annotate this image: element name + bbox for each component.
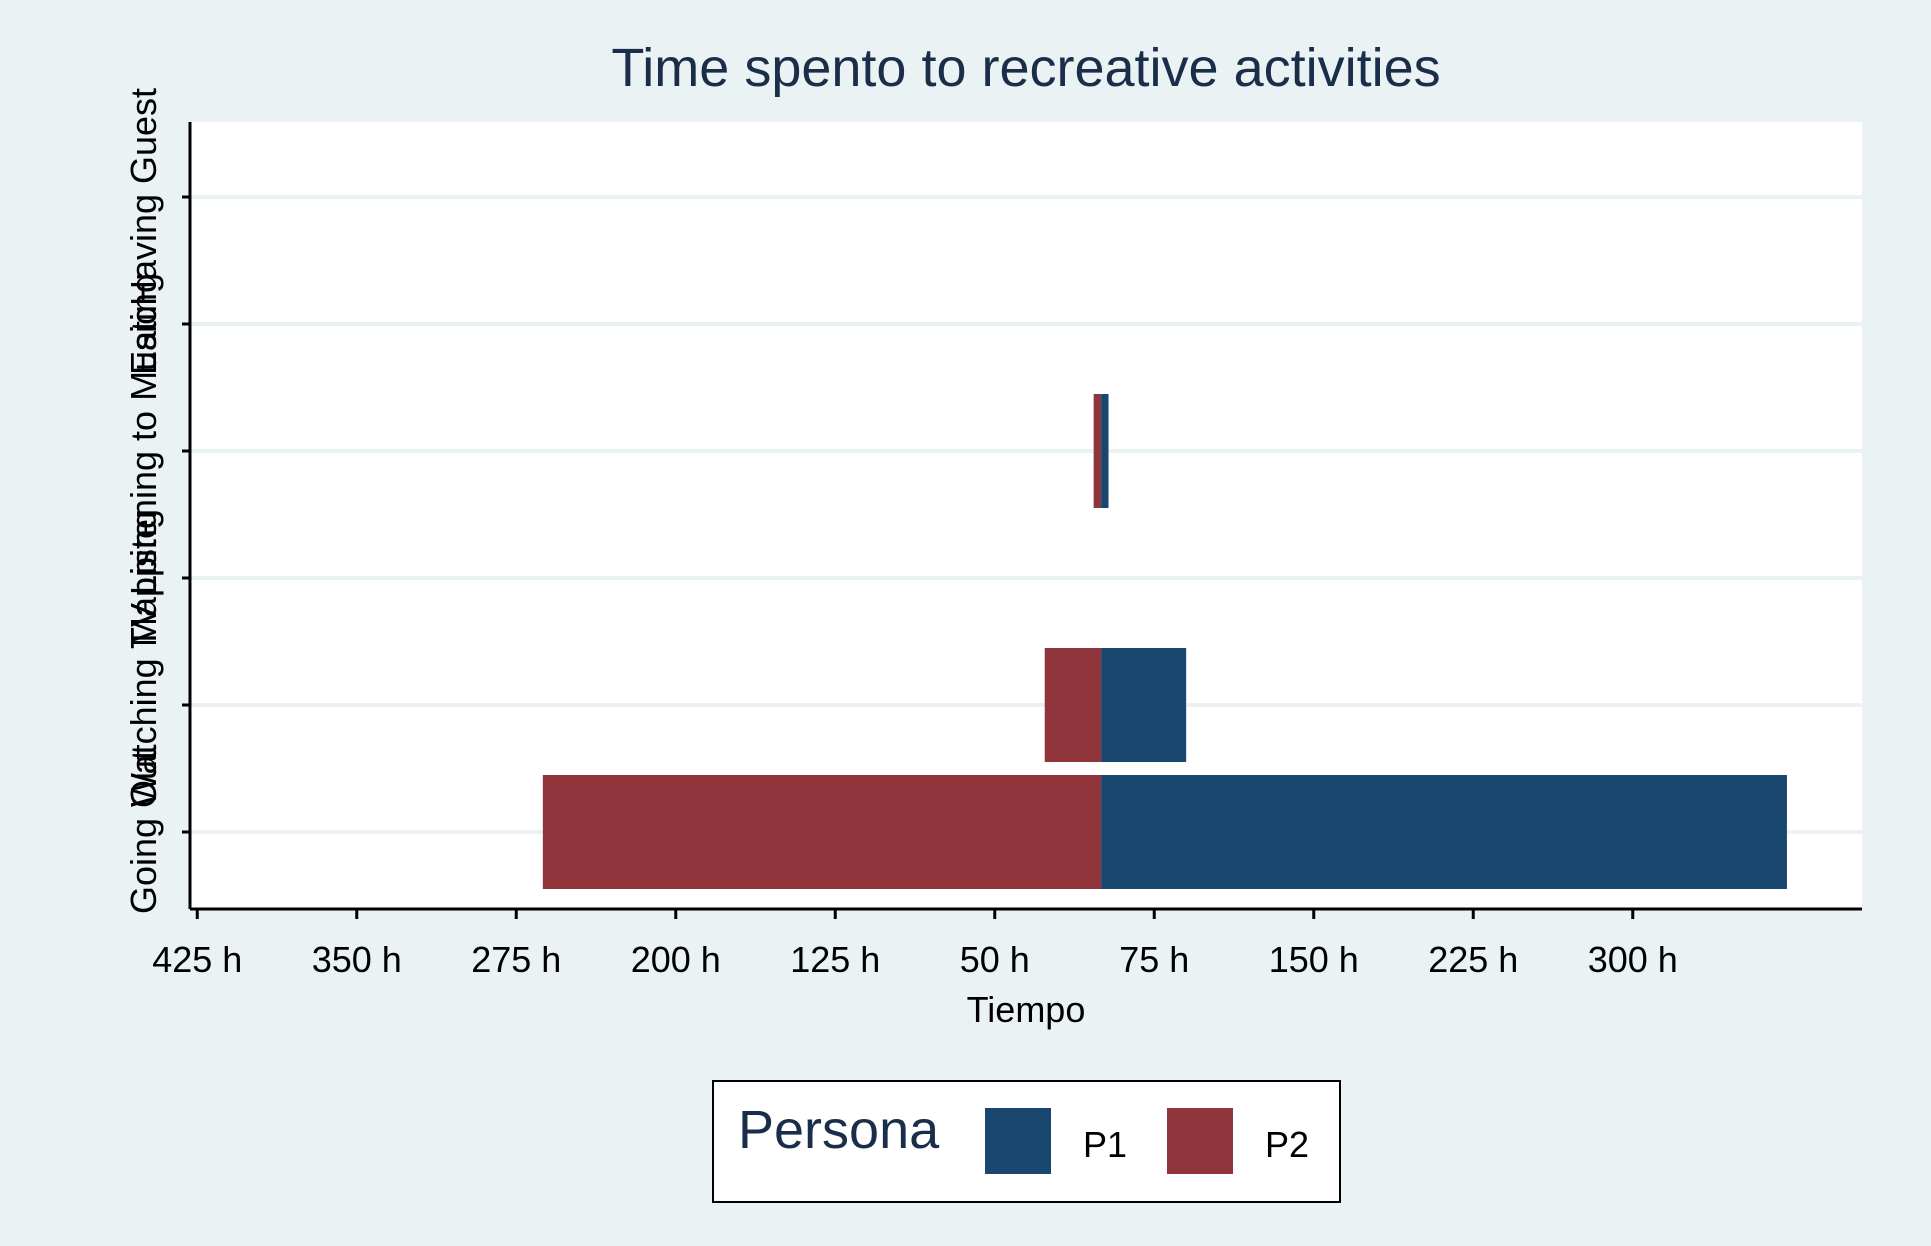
legend: Persona P1 P2 bbox=[712, 1080, 1341, 1203]
y-tick-label: Watching TV bbox=[123, 603, 164, 807]
bar-p2-1 bbox=[1044, 648, 1102, 762]
bar-p1-0 bbox=[1101, 775, 1787, 889]
y-tick-label: Eating bbox=[123, 273, 164, 375]
x-tick-label: 225 h bbox=[1428, 939, 1518, 980]
x-tick-label: 75 h bbox=[1119, 939, 1189, 980]
legend-swatch-p2 bbox=[1167, 1108, 1233, 1174]
bar-p1-3 bbox=[1101, 394, 1109, 508]
x-tick-label: 200 h bbox=[631, 939, 721, 980]
bar-p1-1 bbox=[1101, 648, 1187, 762]
legend-label-p2: P2 bbox=[1265, 1124, 1309, 1165]
y-tick-label: Having Guest bbox=[123, 88, 164, 306]
legend-title: Persona bbox=[738, 1100, 940, 1160]
y-tick-label: Going Out bbox=[123, 750, 164, 914]
chart-title: Time spento to recreative activities bbox=[611, 38, 1440, 98]
x-tick-label: 350 h bbox=[312, 939, 402, 980]
x-tick-label: 275 h bbox=[471, 939, 561, 980]
legend-swatch-p1 bbox=[985, 1108, 1051, 1174]
x-tick-label: 125 h bbox=[790, 939, 880, 980]
x-tick-label: 425 h bbox=[152, 939, 242, 980]
x-tick-label: 50 h bbox=[960, 939, 1030, 980]
y-tick-label: Mapping bbox=[123, 509, 164, 647]
x-tick-label: 300 h bbox=[1588, 939, 1678, 980]
y-tick-label: Listening to Music bbox=[123, 307, 164, 595]
bar-p2-3 bbox=[1093, 394, 1102, 508]
x-axis-title: Tiempo bbox=[967, 989, 1086, 1030]
bar-p2-0 bbox=[542, 775, 1102, 889]
legend-label-p1: P1 bbox=[1083, 1124, 1127, 1165]
x-tick-label: 150 h bbox=[1269, 939, 1359, 980]
